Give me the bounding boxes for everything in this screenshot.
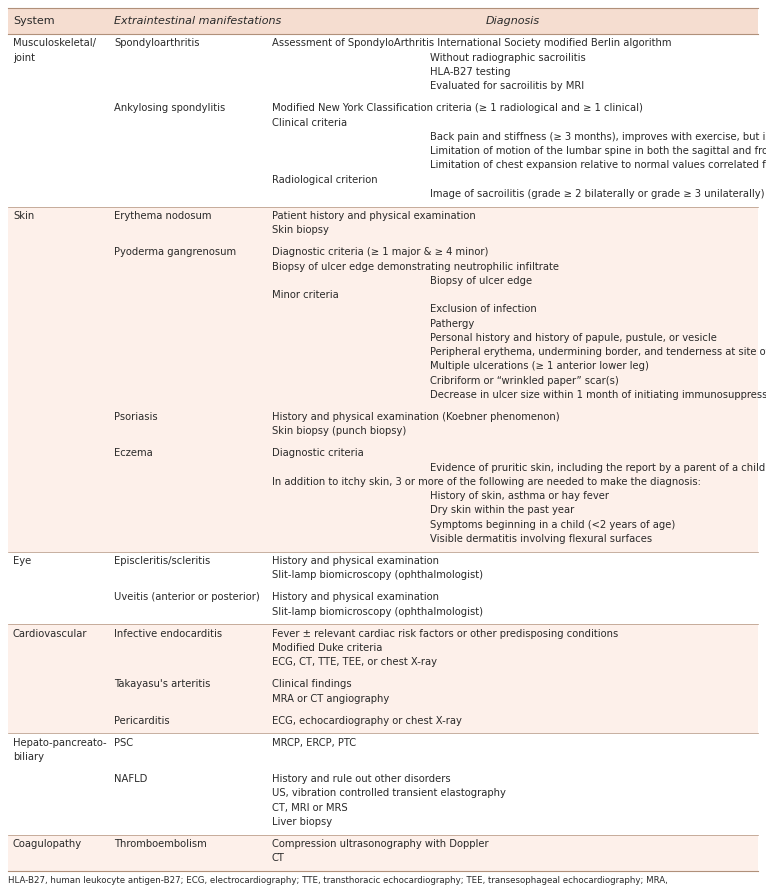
Text: In addition to itchy skin, 3 or more of the following are needed to make the dia: In addition to itchy skin, 3 or more of …: [272, 477, 701, 487]
Text: biliary: biliary: [13, 752, 44, 762]
Text: Pyoderma gangrenosum: Pyoderma gangrenosum: [114, 248, 237, 257]
Text: HLA-B27, human leukocyte antigen-B27; ECG, electrocardiography; TTE, transthorac: HLA-B27, human leukocyte antigen-B27; EC…: [8, 876, 668, 885]
Text: Cribriform or “wrinkled paper” scar(s): Cribriform or “wrinkled paper” scar(s): [430, 375, 618, 385]
Text: Back pain and stiffness (≥ 3 months), improves with exercise, but is not relieve: Back pain and stiffness (≥ 3 months), im…: [430, 131, 766, 142]
Text: Clinical criteria: Clinical criteria: [272, 117, 347, 128]
Bar: [8, 34, 758, 99]
Text: ECG, echocardiography or chest X-ray: ECG, echocardiography or chest X-ray: [272, 715, 462, 726]
Text: Extraintestinal manifestations: Extraintestinal manifestations: [114, 16, 281, 26]
Text: Eye: Eye: [13, 556, 31, 566]
Bar: [8, 243, 758, 408]
Bar: [8, 552, 758, 588]
Text: Evaluated for sacroilitis by MRI: Evaluated for sacroilitis by MRI: [430, 81, 584, 91]
Text: Skin biopsy: Skin biopsy: [272, 225, 329, 235]
Text: Episcleritis/scleritis: Episcleritis/scleritis: [114, 556, 211, 566]
Text: Biopsy of ulcer edge: Biopsy of ulcer edge: [430, 275, 532, 286]
Text: Diagnostic criteria: Diagnostic criteria: [272, 448, 364, 459]
Text: Biopsy of ulcer edge demonstrating neutrophilic infiltrate: Biopsy of ulcer edge demonstrating neutr…: [272, 262, 558, 272]
Text: Diagnostic criteria (≥ 1 major & ≥ 4 minor): Diagnostic criteria (≥ 1 major & ≥ 4 min…: [272, 248, 488, 257]
Text: Image of sacroilitis (grade ≥ 2 bilaterally or grade ≥ 3 unilaterally): Image of sacroilitis (grade ≥ 2 bilatera…: [430, 189, 764, 198]
Bar: [8, 675, 758, 712]
Text: Limitation of chest expansion relative to normal values correlated for age and s: Limitation of chest expansion relative t…: [430, 160, 766, 170]
Text: Erythema nodosum: Erythema nodosum: [114, 211, 211, 221]
Text: Musculoskeletal/: Musculoskeletal/: [13, 38, 96, 48]
Text: Compression ultrasonography with Doppler: Compression ultrasonography with Doppler: [272, 839, 489, 849]
Bar: [8, 624, 758, 675]
Bar: [8, 207, 758, 243]
Text: Radiological criterion: Radiological criterion: [272, 174, 378, 184]
Text: Pericarditis: Pericarditis: [114, 715, 170, 726]
Bar: [8, 99, 758, 207]
Text: Psoriasis: Psoriasis: [114, 412, 158, 422]
Text: Thromboembolism: Thromboembolism: [114, 839, 207, 849]
Text: Liver biopsy: Liver biopsy: [272, 817, 332, 827]
Text: Multiple ulcerations (≥ 1 anterior lower leg): Multiple ulcerations (≥ 1 anterior lower…: [430, 361, 649, 371]
Text: History and physical examination: History and physical examination: [272, 556, 439, 566]
Text: History of skin, asthma or hay fever: History of skin, asthma or hay fever: [430, 491, 609, 501]
Text: PSC: PSC: [114, 738, 133, 747]
Text: Exclusion of infection: Exclusion of infection: [430, 304, 536, 315]
Bar: [8, 588, 758, 624]
Text: Symptoms beginning in a child (<2 years of age): Symptoms beginning in a child (<2 years …: [430, 519, 675, 529]
Text: Diagnosis: Diagnosis: [486, 16, 539, 26]
Text: Skin biopsy (punch biopsy): Skin biopsy (punch biopsy): [272, 426, 406, 436]
Text: System: System: [13, 16, 54, 26]
Text: Pathergy: Pathergy: [430, 318, 474, 328]
Text: Without radiographic sacroilitis: Without radiographic sacroilitis: [430, 53, 585, 63]
Bar: [8, 8, 758, 34]
Text: NAFLD: NAFLD: [114, 774, 148, 784]
Text: Patient history and physical examination: Patient history and physical examination: [272, 211, 476, 221]
Text: Hepato-pancreato-: Hepato-pancreato-: [13, 738, 106, 747]
Text: Minor criteria: Minor criteria: [272, 290, 339, 300]
Text: Slit-lamp biomicroscopy (ophthalmologist): Slit-lamp biomicroscopy (ophthalmologist…: [272, 606, 483, 617]
Text: Personal history and history of papule, pustule, or vesicle: Personal history and history of papule, …: [430, 333, 716, 342]
Text: HLA-B27 testing: HLA-B27 testing: [430, 67, 510, 77]
Text: Uveitis (anterior or posterior): Uveitis (anterior or posterior): [114, 593, 260, 603]
Text: Spondyloarthritis: Spondyloarthritis: [114, 38, 200, 48]
Text: Cardiovascular: Cardiovascular: [13, 628, 87, 638]
Text: Decrease in ulcer size within 1 month of initiating immunosuppressive medication: Decrease in ulcer size within 1 month of…: [430, 390, 766, 400]
Text: ECG, CT, TTE, TEE, or chest X-ray: ECG, CT, TTE, TEE, or chest X-ray: [272, 657, 437, 667]
Text: MRA or CT angiography: MRA or CT angiography: [272, 694, 389, 704]
Bar: [8, 733, 758, 770]
Bar: [8, 712, 758, 733]
Text: US, vibration controlled transient elastography: US, vibration controlled transient elast…: [272, 789, 506, 798]
Text: Peripheral erythema, undermining border, and tenderness at site of ulceration: Peripheral erythema, undermining border,…: [430, 347, 766, 357]
Bar: [8, 835, 758, 871]
Text: Infective endocarditis: Infective endocarditis: [114, 628, 222, 638]
Text: Evidence of pruritic skin, including the report by a parent of a child rubbing o: Evidence of pruritic skin, including the…: [430, 462, 766, 473]
Text: Coagulopathy: Coagulopathy: [13, 839, 82, 849]
Text: CT: CT: [272, 853, 285, 864]
Text: Slit-lamp biomicroscopy (ophthalmologist): Slit-lamp biomicroscopy (ophthalmologist…: [272, 570, 483, 580]
Text: Dry skin within the past year: Dry skin within the past year: [430, 505, 574, 515]
Text: Clinical findings: Clinical findings: [272, 679, 352, 689]
Bar: [8, 770, 758, 835]
Text: History and physical examination: History and physical examination: [272, 593, 439, 603]
Text: Eczema: Eczema: [114, 448, 153, 459]
Text: Skin: Skin: [13, 211, 34, 221]
Text: Modified New York Classification criteria (≥ 1 radiological and ≥ 1 clinical): Modified New York Classification criteri…: [272, 104, 643, 114]
Text: History and physical examination (Koebner phenomenon): History and physical examination (Koebne…: [272, 412, 559, 422]
Text: Fever ± relevant cardiac risk factors or other predisposing conditions: Fever ± relevant cardiac risk factors or…: [272, 628, 618, 638]
Text: MRCP, ERCP, PTC: MRCP, ERCP, PTC: [272, 738, 356, 747]
Text: Takayasu's arteritis: Takayasu's arteritis: [114, 679, 211, 689]
Text: Visible dermatitis involving flexural surfaces: Visible dermatitis involving flexural su…: [430, 534, 652, 544]
Text: Assessment of SpondyloArthritis International Society modified Berlin algorithm: Assessment of SpondyloArthritis Internat…: [272, 38, 671, 48]
Text: Modified Duke criteria: Modified Duke criteria: [272, 643, 382, 653]
Text: History and rule out other disorders: History and rule out other disorders: [272, 774, 450, 784]
Bar: [8, 444, 758, 552]
Bar: [8, 408, 758, 444]
Text: joint: joint: [13, 53, 35, 63]
Text: Ankylosing spondylitis: Ankylosing spondylitis: [114, 104, 225, 114]
Text: Limitation of motion of the lumbar spine in both the sagittal and frontal planes: Limitation of motion of the lumbar spine…: [430, 146, 766, 156]
Text: CT, MRI or MRS: CT, MRI or MRS: [272, 803, 347, 813]
